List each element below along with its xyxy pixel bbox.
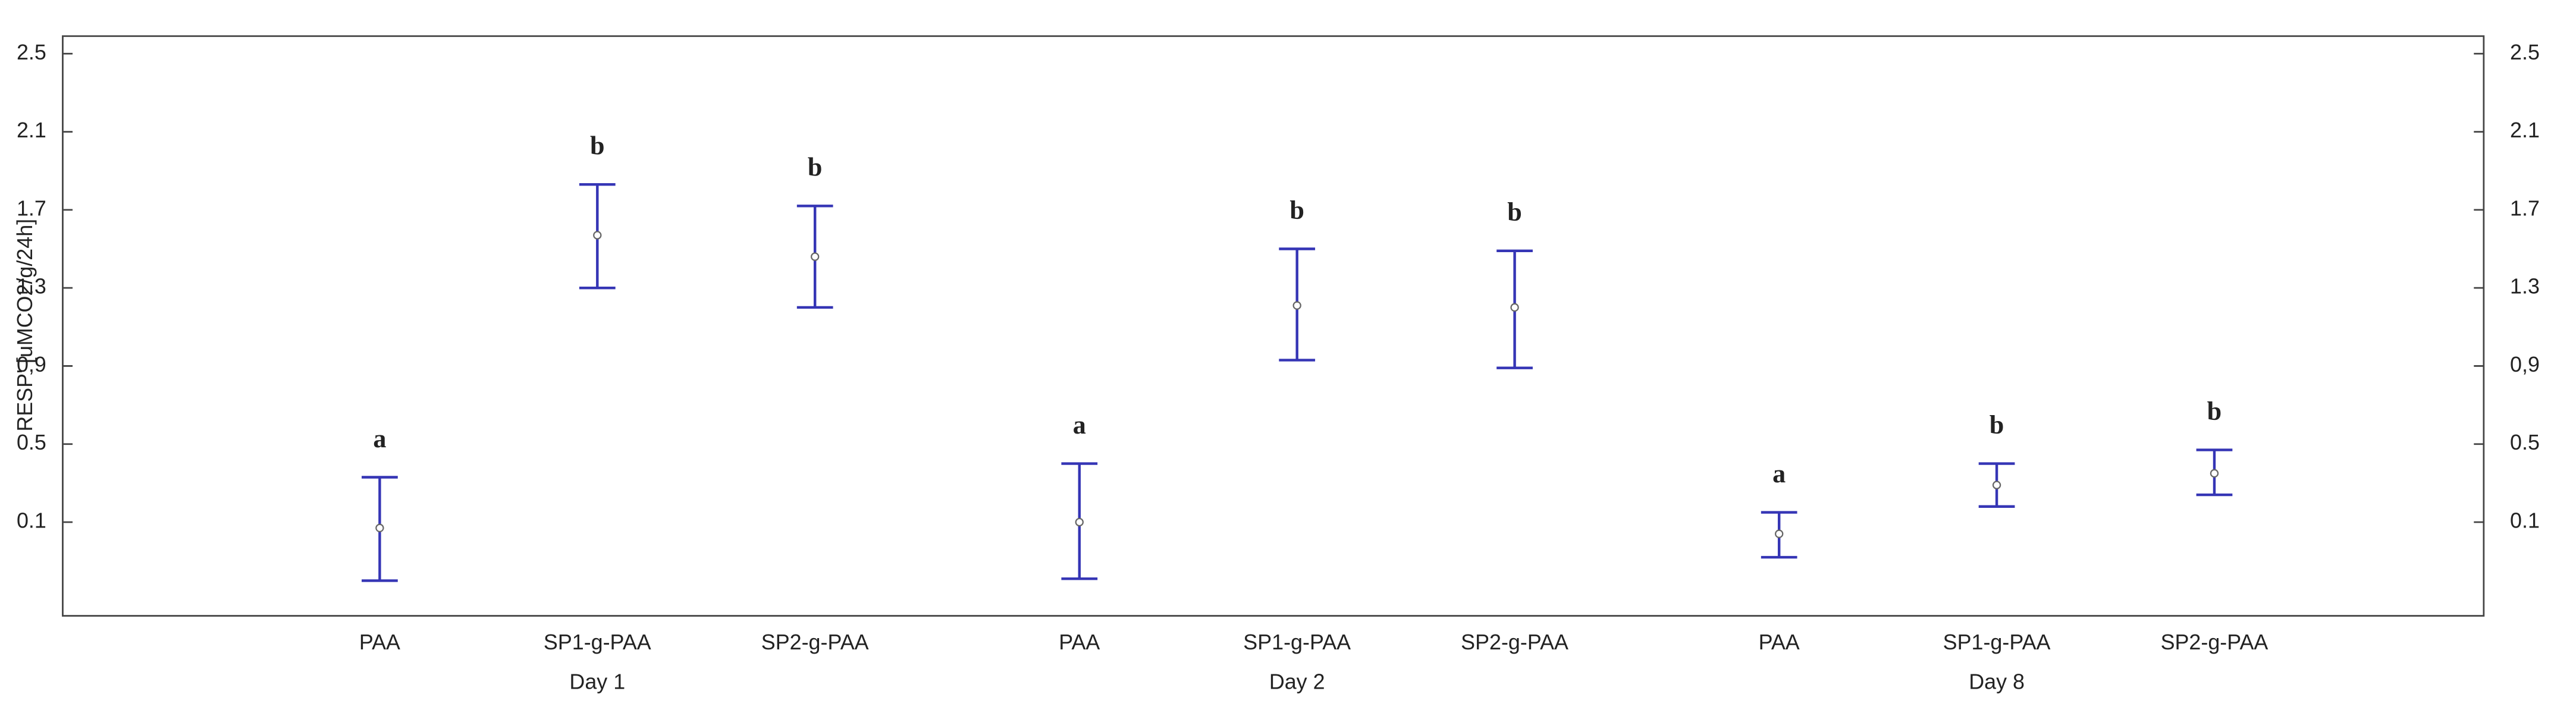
x-tick-label: SP2-g-PAA xyxy=(1461,630,1568,654)
y-axis-label: RESP' [uMCO2/g/24h] xyxy=(13,219,37,432)
y2-tick-label: 2.1 xyxy=(2510,118,2540,142)
group-letter: b xyxy=(590,131,605,161)
plot-frame xyxy=(62,35,2485,617)
mean-point xyxy=(1774,529,1784,538)
group-letter: b xyxy=(1507,197,1522,227)
y2-tick-label: 0,9 xyxy=(2510,353,2540,376)
y-tick-label: 0.5 xyxy=(17,431,46,454)
mean-point xyxy=(1510,303,1519,312)
x-tick-label: SP2-g-PAA xyxy=(2161,630,2268,654)
y2-tick-label: 2.5 xyxy=(2510,40,2540,64)
mean-point xyxy=(1292,301,1301,310)
x-tick-label: SP1-g-PAA xyxy=(544,630,651,654)
x-tick-label: SP1-g-PAA xyxy=(1243,630,1351,654)
y-tick-label: 1.3 xyxy=(17,275,46,299)
mean-point xyxy=(2210,469,2219,478)
y-tick-label: 1.7 xyxy=(17,196,46,220)
group-letter: a xyxy=(373,424,386,453)
mean-point xyxy=(811,252,820,261)
x-tick-label: PAA xyxy=(359,630,400,654)
mean-point xyxy=(1075,517,1084,527)
group-label: Day 8 xyxy=(1969,670,2025,693)
y-tick-label: 2.1 xyxy=(17,118,46,142)
group-letter: b xyxy=(808,153,823,182)
x-tick-label: PAA xyxy=(1059,630,1100,654)
y-tick-label: 0.1 xyxy=(17,508,46,532)
x-tick-label: PAA xyxy=(1759,630,1800,654)
x-tick-label: SP1-g-PAA xyxy=(1943,630,2051,654)
y2-tick-label: 0.5 xyxy=(2510,431,2540,454)
y2-tick-label: 0.1 xyxy=(2510,508,2540,532)
y-tick-label: 0,9 xyxy=(17,353,46,376)
group-letter: b xyxy=(1990,410,2004,439)
group-letter: a xyxy=(1772,459,1786,488)
y2-tick-label: 1.7 xyxy=(2510,196,2540,220)
mean-point xyxy=(1992,481,2001,489)
y2-tick-label: 1.3 xyxy=(2510,275,2540,299)
group-letter: a xyxy=(1073,410,1086,439)
group-label: Day 1 xyxy=(569,670,625,693)
group-label: Day 2 xyxy=(1269,670,1325,693)
x-tick-label: SP2-g-PAA xyxy=(761,630,869,654)
mean-point xyxy=(375,523,384,533)
y-tick-label: 2.5 xyxy=(17,40,46,64)
group-letter: b xyxy=(2207,397,2222,426)
group-letter: b xyxy=(1289,196,1304,225)
mean-point xyxy=(593,231,602,240)
